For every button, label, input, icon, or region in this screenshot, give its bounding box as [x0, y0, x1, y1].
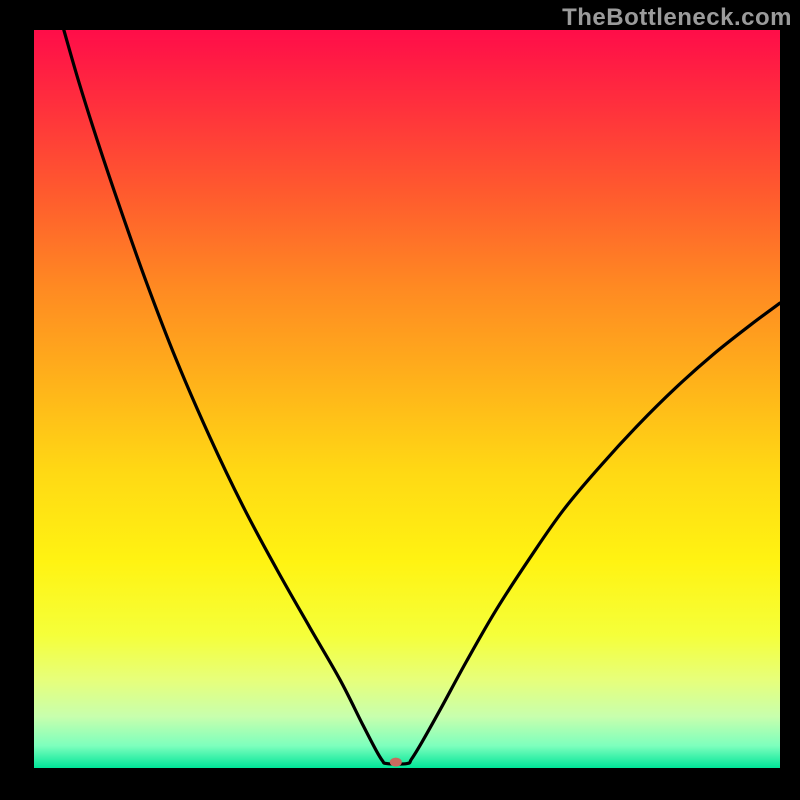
plot-background	[34, 30, 780, 768]
bottleneck-chart	[0, 0, 800, 800]
vertex-marker	[390, 758, 402, 767]
chart-stage: TheBottleneck.com	[0, 0, 800, 800]
watermark-text: TheBottleneck.com	[562, 4, 792, 32]
